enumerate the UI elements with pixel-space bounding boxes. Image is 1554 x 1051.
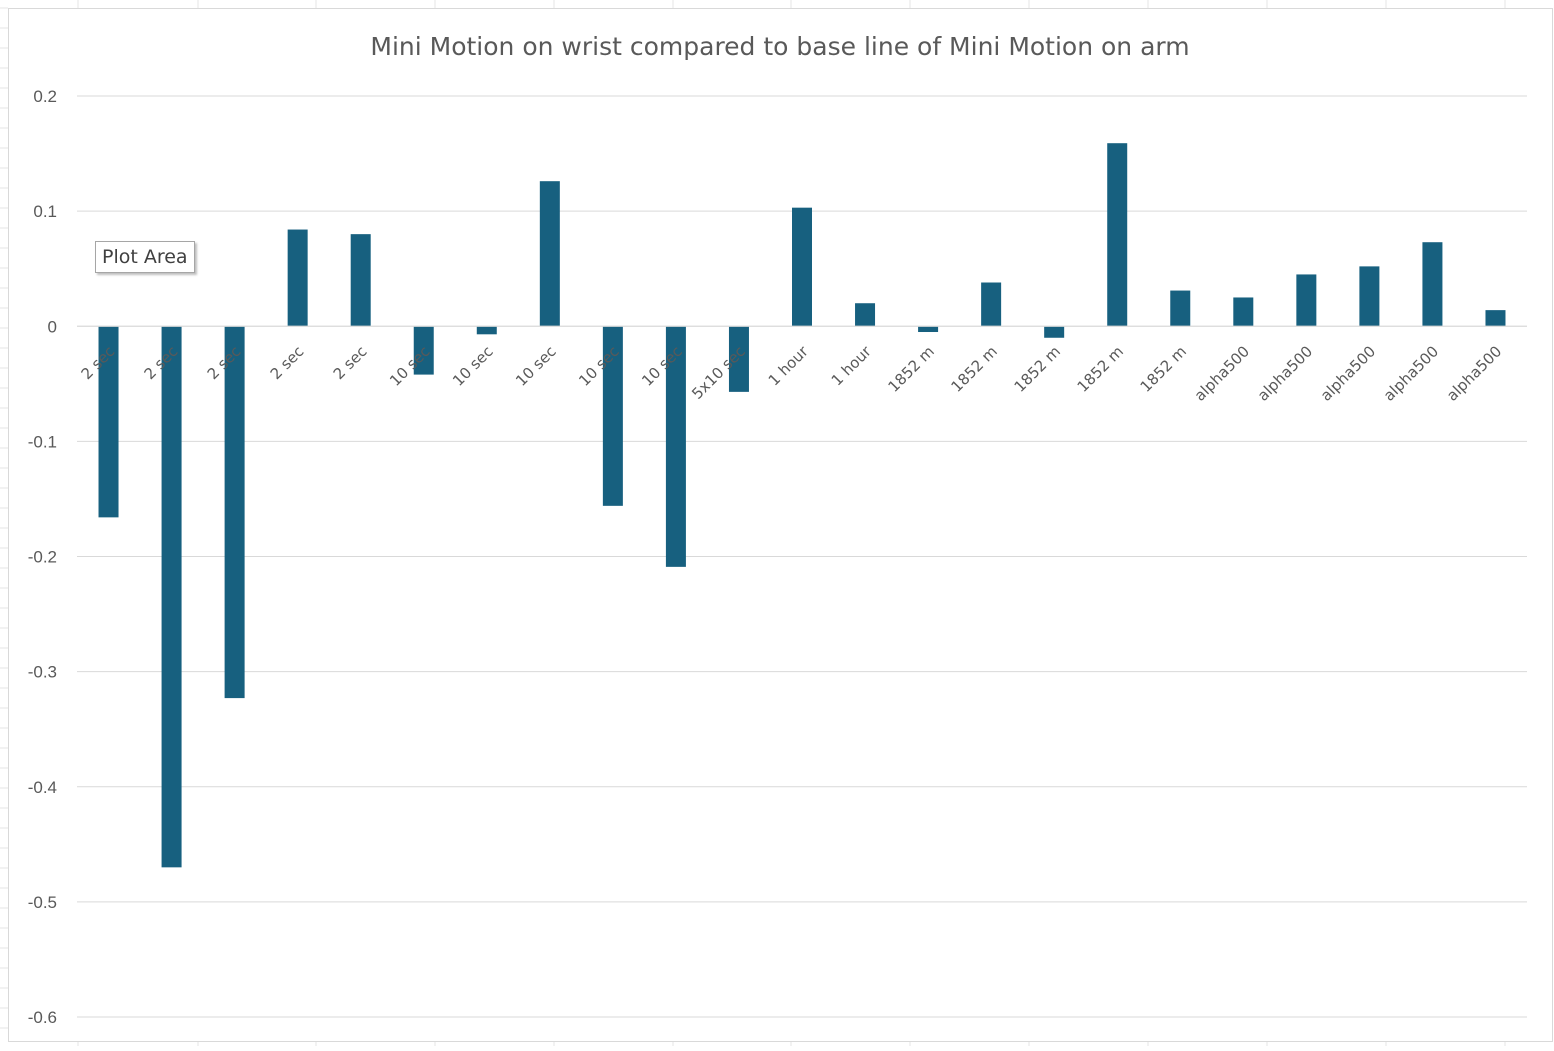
bar[interactable] bbox=[1296, 274, 1317, 327]
y-tick-label: 0.1 bbox=[33, 202, 57, 221]
gridlines bbox=[77, 95, 1527, 1018]
bar[interactable] bbox=[981, 282, 1002, 327]
x-category-label: 1 hour bbox=[828, 342, 876, 390]
x-category-label: 2 sec bbox=[330, 342, 371, 383]
x-category-label: 1852 m bbox=[948, 342, 1001, 395]
bar[interactable] bbox=[792, 207, 812, 327]
chart-title[interactable]: Mini Motion on wrist compared to base li… bbox=[370, 32, 1189, 61]
y-tick-label: -0.3 bbox=[28, 663, 57, 682]
x-category-label: 10 sec bbox=[512, 342, 559, 389]
x-category-label: alpha500 bbox=[1254, 342, 1316, 404]
bar[interactable] bbox=[1233, 297, 1254, 327]
x-category-label: 2 sec bbox=[267, 342, 308, 383]
x-category-label: 1852 m bbox=[884, 342, 937, 395]
plot-area-tooltip: Plot Area bbox=[95, 241, 195, 273]
chart-object[interactable]: 0.2 0.1 0 -0.1 -0.2 -0.3 -0.4 -0.5 -0.6 2 sec 2 s… bbox=[8, 8, 1553, 1042]
x-axis-labels: 2 sec 2 sec 2 sec 2 sec 2 sec 10 sec 10 sec 10 … bbox=[78, 342, 1506, 405]
y-tick-label: 0 bbox=[48, 317, 57, 336]
bar[interactable] bbox=[413, 326, 434, 375]
bars[interactable] bbox=[98, 143, 1506, 868]
bar[interactable] bbox=[665, 326, 686, 567]
bar[interactable] bbox=[287, 229, 308, 327]
bar[interactable] bbox=[1170, 290, 1191, 327]
x-category-label: 1852 m bbox=[1011, 342, 1064, 395]
x-category-label: 10 sec bbox=[449, 342, 496, 389]
bar[interactable] bbox=[918, 326, 939, 333]
bar[interactable] bbox=[98, 326, 119, 518]
bar[interactable] bbox=[602, 326, 623, 506]
y-tick-label: -0.6 bbox=[28, 1008, 57, 1027]
bar[interactable] bbox=[1422, 242, 1443, 327]
x-category-label: alpha500 bbox=[1443, 342, 1505, 404]
bar[interactable] bbox=[1359, 266, 1380, 327]
bar[interactable] bbox=[224, 326, 245, 699]
y-tick-label: -0.5 bbox=[28, 893, 57, 912]
y-tick-label: -0.2 bbox=[28, 548, 57, 567]
x-category-label: 1852 m bbox=[1137, 342, 1190, 395]
bar[interactable] bbox=[539, 181, 560, 327]
bar[interactable] bbox=[350, 234, 371, 327]
x-category-label: alpha500 bbox=[1317, 342, 1379, 404]
x-category-label: 1852 m bbox=[1074, 342, 1127, 395]
y-tick-label: -0.4 bbox=[28, 778, 57, 797]
bar[interactable] bbox=[161, 326, 182, 868]
x-category-label: alpha500 bbox=[1380, 342, 1442, 404]
bar[interactable] bbox=[476, 326, 497, 335]
y-axis-labels: 0.2 0.1 0 -0.1 -0.2 -0.3 -0.4 -0.5 -0.6 bbox=[28, 87, 57, 1027]
x-category-label: 1 hour bbox=[765, 342, 813, 390]
bar[interactable] bbox=[1107, 143, 1128, 327]
y-tick-label: -0.1 bbox=[28, 432, 57, 451]
x-category-label: alpha500 bbox=[1191, 342, 1253, 404]
chart-canvas[interactable]: 0.2 0.1 0 -0.1 -0.2 -0.3 -0.4 -0.5 -0.6 2 sec 2 s… bbox=[9, 9, 1552, 1041]
bar[interactable] bbox=[855, 303, 876, 327]
y-tick-label: 0.2 bbox=[33, 87, 57, 106]
bar[interactable] bbox=[1485, 310, 1506, 327]
bar[interactable] bbox=[1044, 326, 1065, 338]
bar[interactable] bbox=[728, 326, 749, 392]
